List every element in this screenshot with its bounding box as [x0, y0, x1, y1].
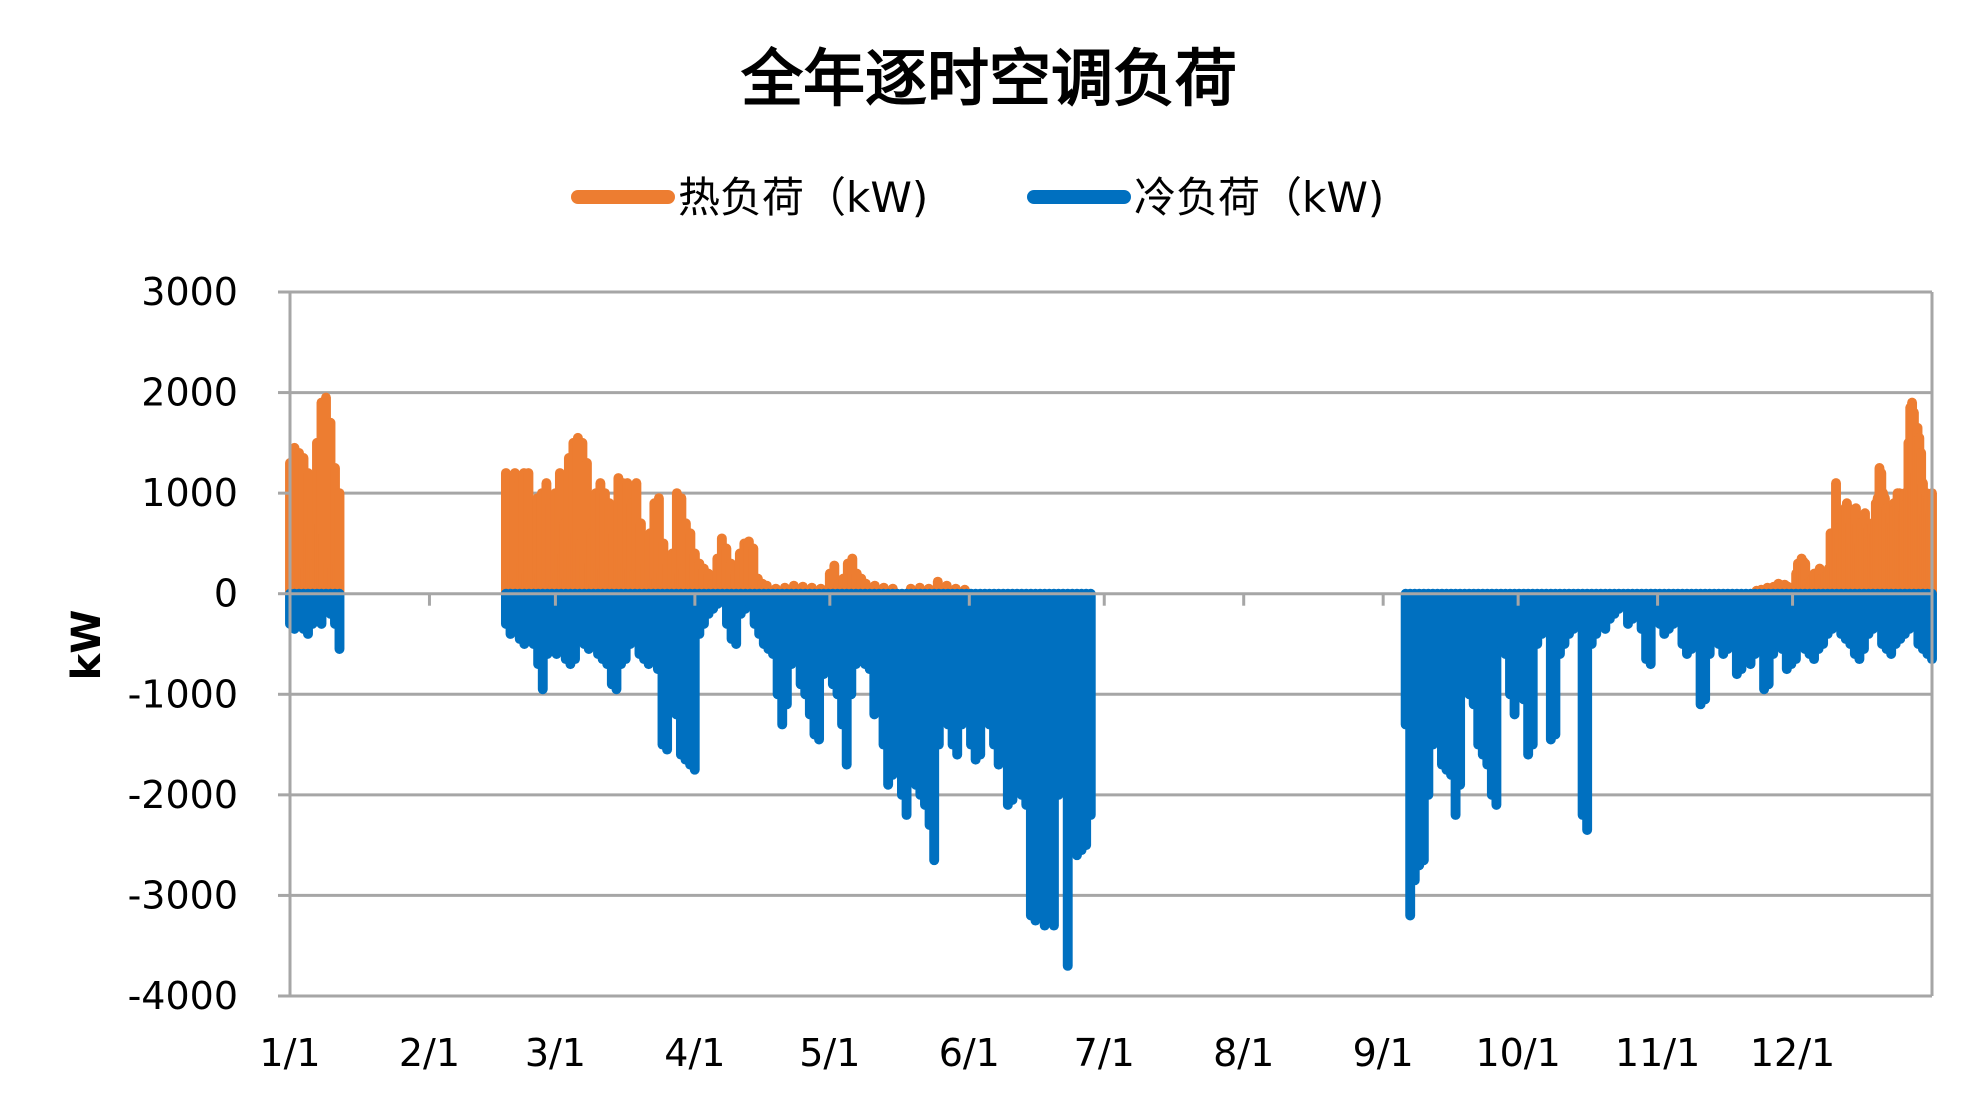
x-tick-label: 8/1	[1213, 1031, 1274, 1075]
y-tick-label: -1000	[128, 672, 238, 716]
y-tick-labels: 3000 2000 1000 0 -1000 -2000 -3000 -4000	[128, 270, 238, 1018]
legend-label-heat: 热负荷（kW)	[678, 173, 928, 222]
y-tick-label: -2000	[128, 773, 238, 817]
x-tick-label: 12/1	[1750, 1031, 1835, 1075]
y-tick-label: 0	[214, 572, 238, 616]
x-tick-label: 1/1	[259, 1031, 320, 1075]
series-heat-load	[285, 392, 1937, 599]
y-tick-label: 2000	[141, 371, 238, 415]
legend-label-cool: 冷负荷（kW)	[1134, 173, 1384, 222]
x-tick-labels: 1/1 2/1 3/1 4/1 5/1 6/1 7/1 8/1 9/1 10/1 11/1 12/1	[259, 1031, 1835, 1075]
y-tick-label: 3000	[141, 270, 238, 314]
x-tick-label: 5/1	[799, 1031, 860, 1075]
y-tick-label: -3000	[128, 873, 238, 917]
x-tick-label: 4/1	[664, 1031, 725, 1075]
y-tick-label: 1000	[141, 471, 238, 515]
chart-title: 全年逐时空调负荷	[740, 42, 1237, 115]
series-cooling-load	[285, 588, 1937, 971]
x-tick-label: 2/1	[399, 1031, 460, 1075]
x-tick-label: 9/1	[1353, 1031, 1414, 1075]
x-tick-label: 3/1	[525, 1031, 586, 1075]
x-tick-label: 11/1	[1615, 1031, 1700, 1075]
x-tick-label: 6/1	[939, 1031, 1000, 1075]
legend: 热负荷（kW) 冷负荷（kW)	[571, 173, 1384, 222]
x-tick-label: 7/1	[1074, 1031, 1135, 1075]
y-axis-label: kW	[64, 610, 110, 681]
y-tick-label: -4000	[128, 974, 238, 1018]
x-tick-label: 10/1	[1475, 1031, 1560, 1075]
axes	[278, 290, 1934, 998]
